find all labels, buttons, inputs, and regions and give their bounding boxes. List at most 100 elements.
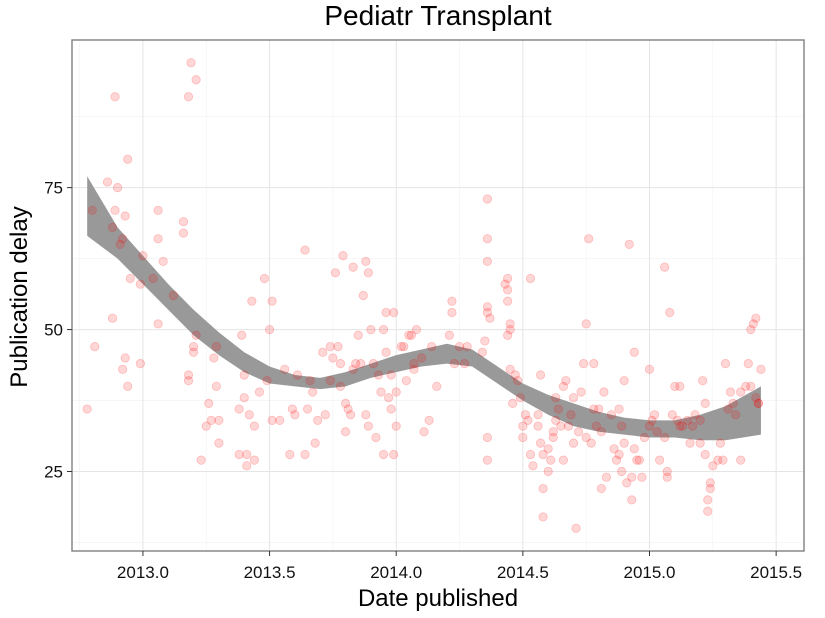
data-point	[384, 393, 394, 403]
data-point	[348, 262, 358, 272]
data-point	[204, 398, 214, 408]
data-point	[652, 427, 662, 437]
data-point	[153, 319, 163, 329]
data-point	[123, 381, 133, 391]
data-point	[482, 194, 492, 204]
data-point	[462, 341, 472, 352]
data-point	[363, 268, 373, 278]
data-point	[482, 455, 492, 465]
data-point	[454, 341, 465, 352]
data-point	[148, 273, 158, 284]
data-point	[427, 341, 437, 352]
data-point	[449, 359, 460, 369]
data-point	[389, 449, 399, 460]
data-point	[188, 347, 199, 357]
data-point	[644, 421, 655, 431]
data-point	[687, 421, 698, 431]
data-point	[515, 393, 525, 403]
data-point	[741, 381, 751, 391]
data-point	[675, 421, 685, 431]
data-point	[267, 415, 277, 426]
data-point	[158, 256, 168, 267]
data-point	[123, 154, 133, 164]
data-point	[503, 296, 513, 306]
data-point	[209, 353, 219, 363]
data-point	[419, 427, 429, 437]
data-point	[338, 251, 348, 261]
data-point	[168, 290, 178, 301]
data-point	[599, 387, 609, 397]
data-point	[305, 376, 315, 386]
data-point	[535, 438, 546, 448]
data-point	[320, 410, 330, 420]
data-point	[723, 404, 733, 414]
data-point	[432, 381, 442, 391]
data-point	[556, 421, 566, 431]
data-point	[191, 75, 201, 85]
data-point	[553, 404, 563, 414]
data-point	[614, 449, 624, 460]
data-point	[406, 330, 417, 340]
data-point	[120, 353, 130, 363]
data-point	[386, 404, 396, 414]
data-point	[115, 239, 125, 249]
data-point	[361, 410, 371, 420]
data-point	[310, 438, 320, 448]
data-point	[725, 387, 736, 397]
data-point	[581, 319, 591, 329]
data-point	[660, 432, 670, 443]
data-point	[335, 359, 346, 369]
data-point	[627, 472, 637, 482]
data-point	[381, 347, 391, 357]
data-point	[505, 364, 515, 374]
data-point	[629, 347, 639, 357]
data-point	[280, 364, 290, 374]
data-point	[551, 393, 561, 403]
data-point	[571, 523, 581, 533]
data-point	[447, 307, 457, 318]
data-point	[138, 251, 148, 261]
y-tick-label: 50	[44, 321, 63, 340]
data-point	[720, 359, 731, 369]
data-point	[589, 404, 599, 414]
data-point	[135, 359, 145, 369]
data-point	[102, 177, 113, 187]
data-point	[705, 478, 715, 488]
data-point	[178, 228, 189, 238]
data-point	[708, 461, 718, 471]
data-point	[328, 353, 338, 363]
data-point	[535, 370, 546, 380]
y-axis-label: Publication delay	[6, 206, 33, 388]
data-point	[107, 313, 118, 323]
data-point	[523, 415, 533, 426]
data-point	[381, 307, 391, 318]
data-point	[135, 279, 145, 289]
data-point	[191, 330, 201, 340]
data-point	[343, 404, 353, 414]
data-point	[525, 273, 536, 284]
data-point	[503, 285, 513, 295]
data-point	[409, 359, 419, 369]
smooth-confidence-band	[87, 176, 761, 441]
data-point	[756, 364, 766, 374]
data-point	[505, 319, 515, 329]
data-point	[211, 381, 221, 391]
data-point	[589, 359, 599, 369]
data-point	[695, 415, 705, 426]
data-point	[237, 330, 247, 340]
data-point	[459, 359, 470, 369]
data-point	[513, 376, 523, 386]
data-point	[361, 256, 371, 267]
data-point	[500, 279, 510, 289]
data-point	[753, 398, 764, 408]
data-point	[183, 92, 194, 102]
data-point	[568, 438, 579, 448]
data-point	[685, 438, 695, 448]
data-point	[348, 364, 358, 374]
data-point	[285, 449, 295, 460]
data-point	[358, 290, 368, 301]
data-point	[548, 432, 558, 443]
data-point	[601, 472, 612, 482]
data-point	[614, 404, 624, 414]
